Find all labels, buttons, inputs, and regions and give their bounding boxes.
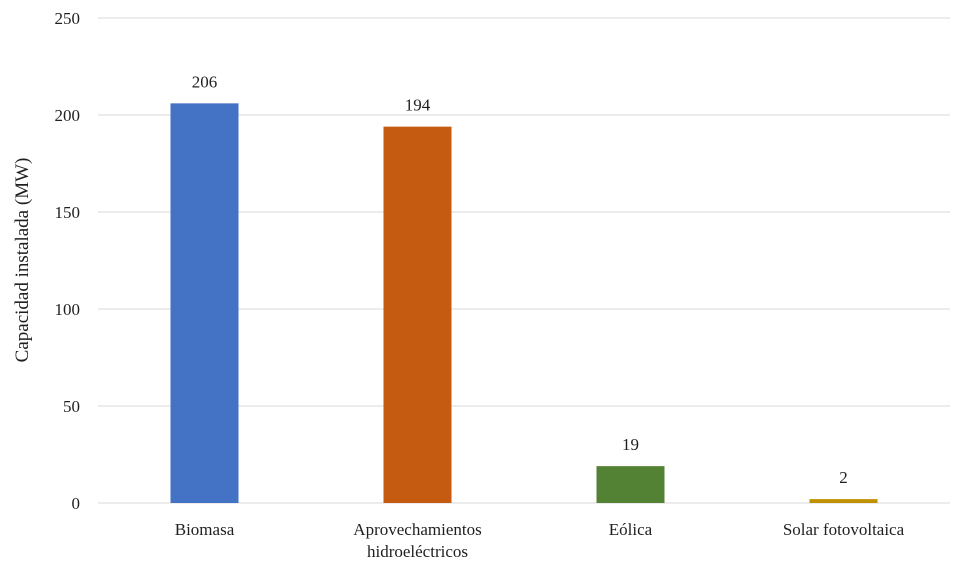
y-axis-ticks: 0 50 100 150 200 250 — [55, 9, 81, 513]
y-tick-label: 200 — [55, 106, 81, 125]
y-tick-label: 250 — [55, 9, 81, 28]
x-tick-label: hidroeléctricos — [367, 542, 468, 561]
data-labels: 206 194 19 2 — [192, 72, 848, 487]
bar — [597, 466, 665, 503]
x-tick-label: Aprovechamientos — [353, 520, 481, 539]
data-label: 206 — [192, 72, 218, 91]
bar — [171, 103, 239, 503]
bar — [384, 127, 452, 503]
x-tick-label: Biomasa — [175, 520, 235, 539]
y-tick-label: 100 — [55, 300, 81, 319]
x-tick-label: Solar fotovoltaica — [783, 520, 905, 539]
y-tick-label: 150 — [55, 203, 81, 222]
y-axis-title: Capacidad instalada (MW) — [12, 158, 33, 363]
y-tick-label: 50 — [63, 397, 80, 416]
data-label: 19 — [622, 435, 639, 454]
bars — [171, 103, 878, 503]
x-tick-label: Eólica — [609, 520, 653, 539]
y-tick-label: 0 — [72, 494, 81, 513]
bar — [810, 499, 878, 503]
x-axis-categories: Biomasa Aprovechamientos hidroeléctricos Eó… — [175, 520, 905, 561]
data-label: 194 — [405, 96, 431, 115]
data-label: 2 — [839, 468, 848, 487]
